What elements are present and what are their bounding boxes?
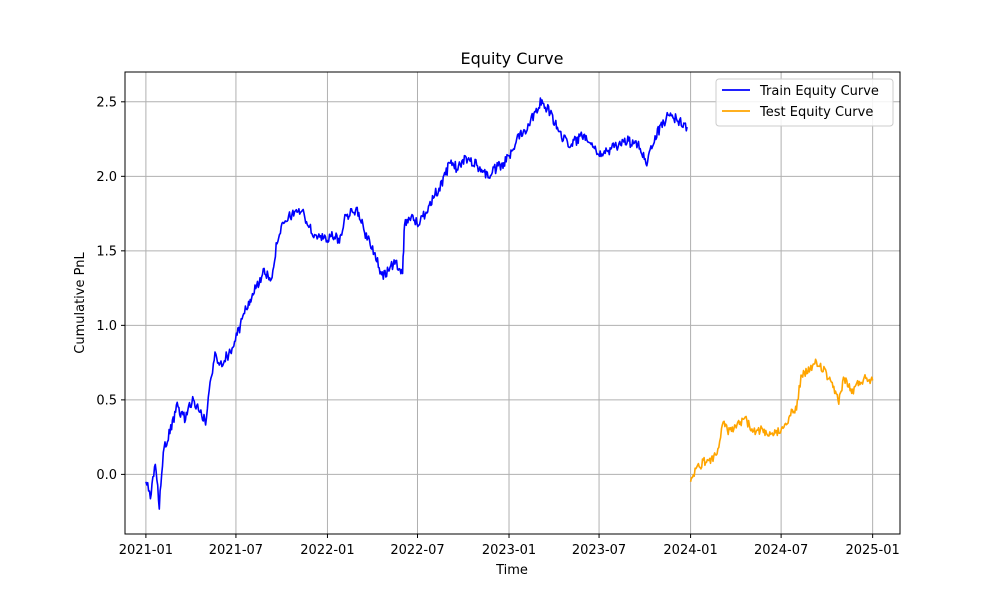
legend-label-train: Train Equity Curve	[759, 84, 879, 99]
y-tick-label: 0.0	[96, 468, 117, 483]
grid-layer	[125, 72, 900, 534]
y-tick-label: 0.5	[96, 393, 117, 408]
x-tick-label: 2023-01	[482, 543, 536, 558]
x-tick-label: 2023-07	[572, 543, 626, 558]
x-tick-label: 2021-01	[119, 543, 173, 558]
y-tick-label: 2.5	[96, 95, 117, 110]
legend-label-test: Test Equity Curve	[759, 105, 873, 120]
x-tick-label: 2024-01	[663, 543, 717, 558]
x-tick-label: 2024-07	[754, 543, 808, 558]
y-tick-label: 1.0	[96, 319, 117, 334]
x-tick-label: 2025-01	[845, 543, 899, 558]
y-axis-label: Cumulative PnL	[73, 252, 88, 354]
x-axis-label: Time	[495, 563, 528, 578]
test-equity-line	[689, 358, 874, 482]
x-tick-layer: 2021-01 2021-07 2022-01 2022-07 2023-01 2023-…	[119, 534, 900, 558]
chart-title: Equity Curve	[461, 49, 564, 68]
x-tick-label: 2022-01	[300, 543, 354, 558]
series-layer	[145, 97, 874, 510]
train-equity-line	[145, 97, 688, 510]
legend: Train Equity Curve Test Equity Curve	[715, 78, 894, 127]
x-tick-label: 2021-07	[209, 543, 263, 558]
y-tick-layer: 0.0 0.5 1.0 1.5 2.0 2.5	[96, 95, 125, 483]
plot-frame	[124, 71, 901, 535]
legend-box	[715, 78, 894, 127]
y-tick-label: 1.5	[96, 244, 117, 259]
y-tick-label: 2.0	[96, 170, 117, 185]
x-tick-label: 2022-07	[390, 543, 444, 558]
